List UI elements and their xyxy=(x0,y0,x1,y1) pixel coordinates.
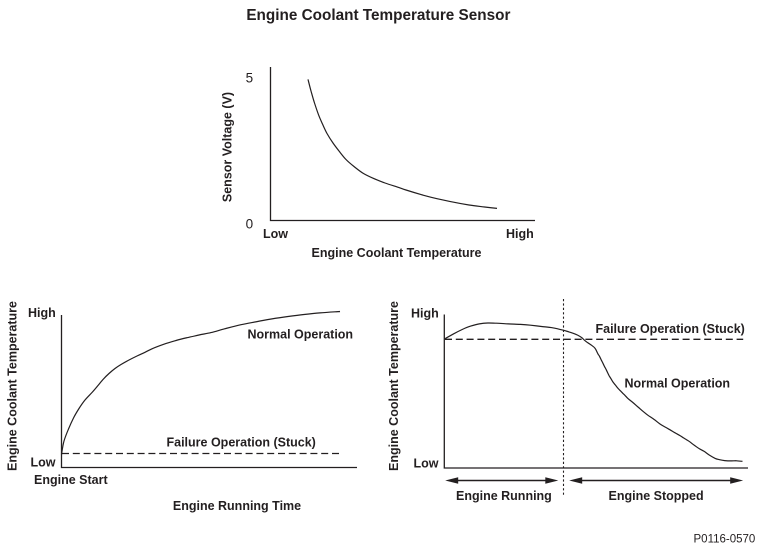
svg-text:Normal Operation: Normal Operation xyxy=(625,377,731,391)
svg-text:High: High xyxy=(506,227,534,241)
svg-text:Low: Low xyxy=(31,456,56,470)
svg-text:Engine Start: Engine Start xyxy=(34,473,108,487)
svg-text:Normal Operation: Normal Operation xyxy=(248,328,354,342)
svg-text:Engine Coolant Temperature: Engine Coolant Temperature xyxy=(6,301,20,471)
svg-text:Failure Operation (Stuck): Failure Operation (Stuck) xyxy=(167,436,316,450)
svg-text:Engine Running Time: Engine Running Time xyxy=(173,499,301,513)
svg-text:Sensor Voltage (V): Sensor Voltage (V) xyxy=(221,92,235,202)
svg-text:High: High xyxy=(28,306,56,320)
svg-text:Engine Running: Engine Running xyxy=(456,489,552,503)
svg-text:Engine Coolant Temperature: Engine Coolant Temperature xyxy=(387,301,401,471)
svg-text:0: 0 xyxy=(246,216,254,231)
svg-text:Engine Coolant Temperature: Engine Coolant Temperature xyxy=(312,246,482,260)
svg-text:Low: Low xyxy=(263,227,288,241)
svg-text:P0116-0570: P0116-0570 xyxy=(694,534,756,546)
svg-text:Engine Stopped: Engine Stopped xyxy=(609,489,704,503)
svg-text:Failure Operation (Stuck): Failure Operation (Stuck) xyxy=(596,322,745,336)
svg-text:5: 5 xyxy=(246,70,254,85)
svg-text:Low: Low xyxy=(414,456,439,470)
svg-text:High: High xyxy=(411,307,439,321)
svg-text:Engine Coolant Temperature Sen: Engine Coolant Temperature Sensor xyxy=(246,7,510,24)
